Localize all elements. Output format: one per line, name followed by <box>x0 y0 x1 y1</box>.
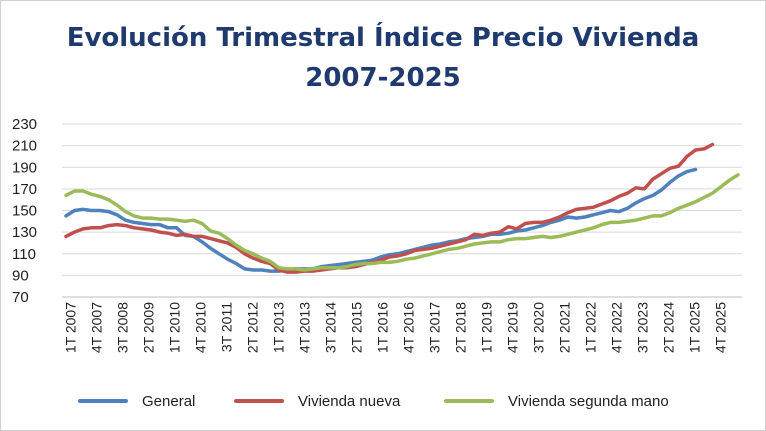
y-tick-label-150: 150 <box>12 203 37 220</box>
x-tick-label: 4T 2022 <box>609 302 625 353</box>
y-tick-label-70: 70 <box>12 289 29 306</box>
series-line-general <box>64 167 698 273</box>
x-tick-label: 1T 2019 <box>479 302 495 353</box>
y-tick-label-110: 110 <box>12 246 36 263</box>
grid-lines <box>62 123 742 298</box>
y-tick-label-210: 210 <box>12 138 37 155</box>
x-tick-label: 1T 2022 <box>583 302 599 353</box>
x-tick-label: 2T 2015 <box>349 302 365 353</box>
x-tick-label: 1T 2007 <box>63 302 79 353</box>
x-tick-label: 2T 2024 <box>661 302 677 353</box>
x-tick-label: 4T 2010 <box>193 302 209 353</box>
series-line-vivienda-segunda-mano <box>64 173 740 272</box>
x-tick-label: 4T 2025 <box>713 302 729 353</box>
legend-label-3: Vivienda segunda mano <box>508 393 669 410</box>
y-tick-label-90: 90 <box>12 267 29 284</box>
x-tick-label: 3T 2014 <box>323 302 339 353</box>
x-tick-label: 2T 2021 <box>557 302 573 353</box>
legend-label-1: General <box>142 393 195 410</box>
y-axis: 70 90 110 130 150 170 190 210 230 <box>12 116 37 306</box>
x-tick-label: 2T 2009 <box>141 302 157 353</box>
x-tick-label: 2T 2012 <box>245 302 261 353</box>
legend-label-2: Vivienda nueva <box>298 393 401 410</box>
x-tick-label: 3T 2008 <box>115 302 131 353</box>
x-axis: 1T 2007 4T 2007 3T 2008 2T 2009 1T 2010 4T 20… <box>62 296 742 353</box>
x-tick-label: 4T 2013 <box>297 302 313 353</box>
x-tick-label: 4T 2007 <box>89 302 105 353</box>
series-line-vivienda-nueva <box>64 142 715 274</box>
chart-title-line-2: 2007-2025 <box>305 63 461 93</box>
x-tick-label: 4T 2016 <box>401 302 417 353</box>
x-tick-label: 3T 2011 <box>219 302 235 352</box>
y-tick-label-190: 190 <box>12 159 37 176</box>
y-tick-label-170: 170 <box>12 181 37 198</box>
x-tick-label: 3T 2020 <box>531 302 547 353</box>
x-tick-label: 1T 2013 <box>271 302 287 353</box>
x-tick-label: 3T 2023 <box>635 302 651 353</box>
x-tick-label: 3T 2017 <box>427 302 443 353</box>
chart-title-line-1: Evolución Trimestral Índice Precio Vivie… <box>66 23 700 53</box>
legend: General Vivienda nueva Vivienda segunda ma… <box>78 393 669 410</box>
x-tick-label: 4T 2019 <box>505 302 521 353</box>
x-tick-label: 2T 2018 <box>453 302 469 353</box>
y-tick-label-230: 230 <box>12 116 37 133</box>
x-tick-label: 1T 2010 <box>167 302 183 353</box>
chart-title: Evolución Trimestral Índice Precio Vivie… <box>0 18 766 98</box>
x-tick-label: 1T 2025 <box>687 302 703 353</box>
y-tick-label-130: 130 <box>12 224 37 241</box>
series-lines <box>64 142 740 274</box>
x-tick-label: 1T 2016 <box>375 302 391 353</box>
